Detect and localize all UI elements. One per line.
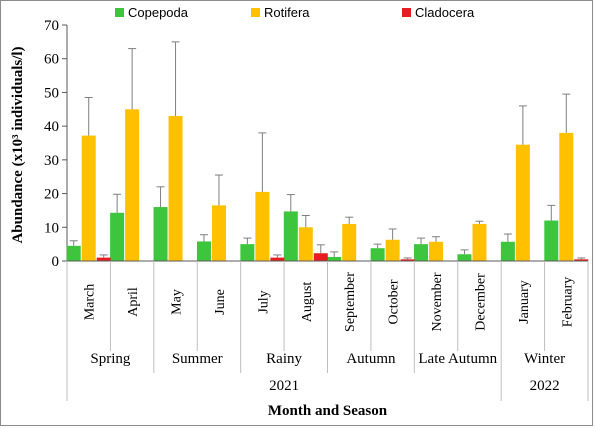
bar-copepoda-may bbox=[153, 207, 168, 261]
bar-rotifera-october bbox=[385, 239, 400, 261]
x-year-label: 2021 bbox=[269, 378, 299, 394]
legend-swatch-copepoda bbox=[115, 8, 124, 17]
x-season-label: Winter bbox=[524, 351, 565, 367]
bar-rotifera-march bbox=[81, 135, 96, 261]
legend-swatch-rotifera bbox=[251, 8, 260, 17]
bar-rotifera-june bbox=[211, 205, 226, 261]
bar-copepoda-july bbox=[240, 244, 255, 261]
bar-copepoda-november bbox=[414, 244, 429, 261]
x-category-label: February bbox=[560, 277, 575, 328]
bar-cladocera-march bbox=[96, 257, 111, 261]
x-category-label: June bbox=[213, 289, 228, 315]
bar-copepoda-february bbox=[544, 220, 559, 261]
bar-rotifera-december bbox=[472, 223, 487, 261]
bar-cladocera-july bbox=[270, 257, 285, 261]
bar-copepoda-january bbox=[500, 241, 515, 261]
bar-cladocera-august bbox=[313, 253, 328, 261]
bar-rotifera-may bbox=[168, 116, 183, 262]
x-axis-title: Month and Season bbox=[268, 403, 388, 419]
bar-rotifera-january bbox=[515, 144, 530, 261]
x-season-label: Summer bbox=[172, 351, 223, 367]
legend-label-copepoda: Copepoda bbox=[128, 5, 189, 20]
x-category-label: October bbox=[387, 279, 402, 324]
bar-copepoda-april bbox=[110, 212, 125, 261]
bar-cladocera-october bbox=[400, 259, 415, 261]
x-category-label: July bbox=[256, 290, 271, 313]
x-season-label: Late Autumn bbox=[418, 351, 497, 367]
bar-copepoda-october bbox=[370, 248, 385, 261]
x-category-label: April bbox=[126, 287, 141, 317]
bar-cladocera-february bbox=[574, 259, 589, 261]
x-season-label: Spring bbox=[90, 351, 131, 367]
x-category-label: September bbox=[343, 272, 358, 332]
y-tick-label: 70 bbox=[44, 18, 59, 34]
y-tick-label: 10 bbox=[44, 220, 59, 236]
x-category-label: August bbox=[300, 282, 315, 323]
bar-copepoda-june bbox=[196, 241, 211, 261]
bar-copepoda-september bbox=[327, 256, 342, 261]
y-tick-label: 40 bbox=[44, 119, 59, 135]
y-tick-label: 0 bbox=[52, 254, 60, 270]
legend-swatch-cladocera bbox=[402, 8, 411, 17]
x-category-label: January bbox=[517, 280, 532, 324]
x-category-label: May bbox=[170, 289, 185, 315]
bar-rotifera-august bbox=[298, 227, 313, 261]
legend-label-rotifera: Rotifera bbox=[264, 5, 310, 20]
y-axis-title: Abundance (x10³ individuals/l) bbox=[10, 46, 26, 243]
bar-rotifera-february bbox=[559, 132, 574, 261]
legend-label-cladocera: Cladocera bbox=[415, 5, 475, 20]
bar-copepoda-august bbox=[283, 211, 298, 261]
y-tick-label: 30 bbox=[44, 153, 59, 169]
bar-rotifera-april bbox=[125, 109, 140, 262]
x-year-label: 2022 bbox=[530, 378, 560, 394]
x-season-label: Autumn bbox=[346, 351, 396, 367]
x-season-label: Rainy bbox=[266, 351, 302, 367]
bar-rotifera-september bbox=[342, 223, 357, 261]
bar-rotifera-july bbox=[255, 191, 270, 261]
x-category-label: March bbox=[83, 284, 98, 321]
y-tick-label: 20 bbox=[44, 187, 59, 203]
bar-copepoda-march bbox=[66, 245, 81, 261]
bar-copepoda-december bbox=[457, 254, 472, 261]
x-category-label: November bbox=[430, 272, 445, 331]
bar-rotifera-november bbox=[429, 241, 444, 261]
y-tick-label: 60 bbox=[44, 52, 59, 68]
x-category-label: December bbox=[473, 273, 488, 331]
y-tick-label: 50 bbox=[44, 85, 59, 101]
